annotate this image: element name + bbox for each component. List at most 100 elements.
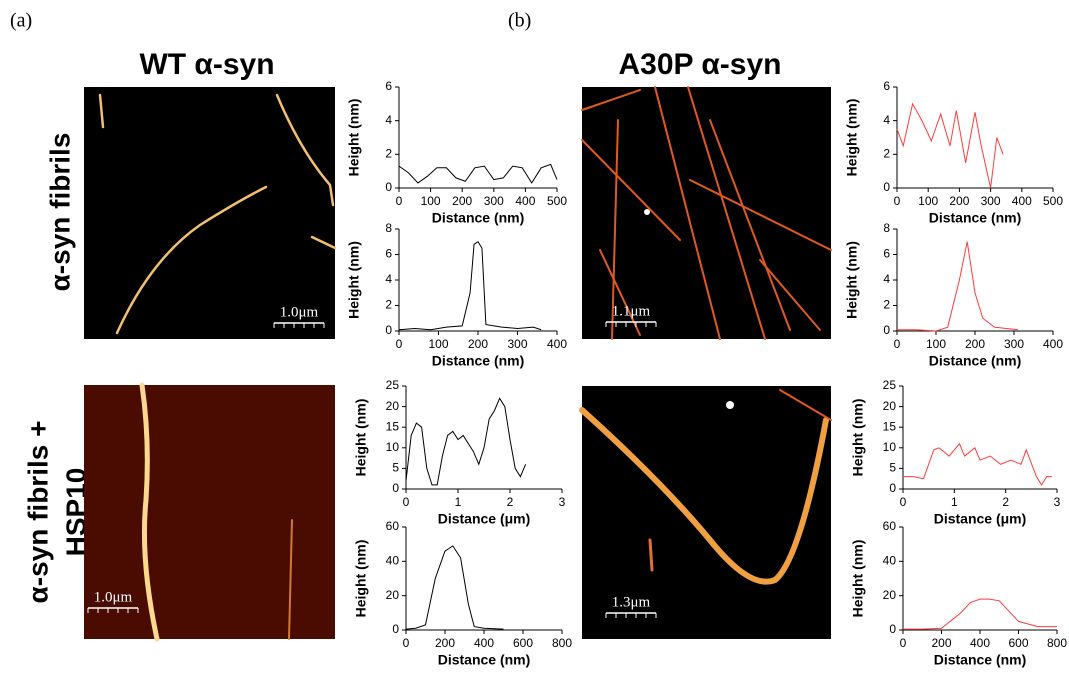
y-tick-label: 4 xyxy=(883,272,890,286)
column-title: WT α-syn xyxy=(139,48,274,81)
x-tick-label: 300 xyxy=(484,194,504,208)
scale-label: 1.0μm xyxy=(280,304,319,320)
x-tick-label: 500 xyxy=(1043,194,1063,208)
y-tick-label: 5 xyxy=(392,461,399,475)
x-tick-label: 100 xyxy=(918,194,938,208)
y-axis-label: Height (nm) xyxy=(353,540,369,618)
x-tick-label: 200 xyxy=(468,337,488,351)
x-tick-label: 0 xyxy=(900,636,907,650)
x-tick-label: 200 xyxy=(931,636,951,650)
x-tick-label: 0 xyxy=(900,495,907,509)
y-tick-label: 15 xyxy=(386,419,400,433)
y-tick-label: 8 xyxy=(385,221,392,235)
x-tick-label: 0 xyxy=(894,337,901,351)
y-tick-label: 10 xyxy=(386,440,400,454)
y-tick-label: 25 xyxy=(883,378,897,392)
y-axis-label: Height (nm) xyxy=(850,540,866,618)
y-axis-label: Height (nm) xyxy=(346,241,362,319)
x-tick-label: 200 xyxy=(452,194,472,208)
y-tick-label: 0 xyxy=(889,481,896,495)
x-tick-label: 600 xyxy=(513,636,533,650)
x-tick-label: 0 xyxy=(403,636,410,650)
y-tick-label: 0 xyxy=(392,481,399,495)
data-line xyxy=(896,102,1004,189)
y-tick-label: 20 xyxy=(883,399,897,413)
x-tick-label: 0 xyxy=(396,194,403,208)
afm-image xyxy=(581,86,832,340)
scale-label: 1.1μm xyxy=(612,303,651,319)
y-tick-label: 0 xyxy=(883,323,890,337)
y-tick-label: 2 xyxy=(883,298,890,312)
data-line xyxy=(398,163,558,184)
x-tick-label: 0 xyxy=(396,337,403,351)
afm-image xyxy=(84,87,337,339)
data-line xyxy=(903,598,1057,630)
x-tick-label: 3 xyxy=(559,495,566,509)
x-tick-label: 2 xyxy=(507,495,514,509)
y-tick-label: 4 xyxy=(385,113,392,127)
y-tick-label: 20 xyxy=(386,399,400,413)
y-tick-label: 0 xyxy=(883,180,890,194)
panel-label: (a) xyxy=(10,10,32,32)
x-tick-label: 800 xyxy=(552,636,572,650)
y-tick-label: 0 xyxy=(889,622,896,636)
y-tick-label: 60 xyxy=(386,519,400,533)
x-tick-label: 0 xyxy=(894,194,901,208)
x-tick-label: 300 xyxy=(507,337,527,351)
y-tick-label: 4 xyxy=(385,272,392,286)
x-tick-label: 100 xyxy=(926,337,946,351)
y-tick-label: 6 xyxy=(883,79,890,93)
panel-label: (b) xyxy=(508,10,531,32)
y-axis-label: Height (nm) xyxy=(353,399,369,477)
y-tick-label: 8 xyxy=(883,221,890,235)
x-tick-label: 200 xyxy=(965,337,985,351)
x-axis-label: Distance (nm) xyxy=(438,652,531,668)
afm-image xyxy=(579,386,832,639)
y-tick-label: 4 xyxy=(883,113,890,127)
row-label: α-syn fibrils xyxy=(44,133,75,292)
y-axis-label: Height (nm) xyxy=(850,399,866,477)
y-tick-label: 2 xyxy=(385,298,392,312)
y-tick-label: 2 xyxy=(385,147,392,161)
x-tick-label: 0 xyxy=(403,495,410,509)
scale-label: 1.3μm xyxy=(612,594,651,610)
y-tick-label: 10 xyxy=(883,440,897,454)
y-tick-label: 6 xyxy=(385,79,392,93)
x-tick-label: 400 xyxy=(474,636,494,650)
y-tick-label: 5 xyxy=(889,461,896,475)
x-tick-label: 800 xyxy=(1047,636,1067,650)
x-tick-label: 300 xyxy=(981,194,1001,208)
row-label: α-syn fibrils + xyxy=(22,421,53,604)
x-tick-label: 1 xyxy=(455,495,462,509)
column-title: A30P α-syn xyxy=(619,48,782,81)
y-axis-label: Height (nm) xyxy=(844,241,860,319)
y-tick-label: 40 xyxy=(883,554,897,568)
x-axis-label: Distance (nm) xyxy=(934,652,1027,668)
x-tick-label: 400 xyxy=(970,636,990,650)
y-tick-label: 20 xyxy=(386,588,400,602)
y-tick-label: 25 xyxy=(386,378,400,392)
y-tick-label: 0 xyxy=(385,180,392,194)
y-tick-label: 60 xyxy=(883,519,897,533)
x-tick-label: 400 xyxy=(1043,337,1063,351)
x-tick-label: 3 xyxy=(1054,495,1061,509)
y-tick-label: 0 xyxy=(392,622,399,636)
x-tick-label: 500 xyxy=(547,194,567,208)
data-line xyxy=(405,545,504,630)
data-line xyxy=(405,397,527,486)
x-axis-label: Distance (nm) xyxy=(432,353,525,369)
x-tick-label: 400 xyxy=(1012,194,1032,208)
x-axis-label: Distance (μm) xyxy=(934,511,1027,527)
y-axis-label: Height (nm) xyxy=(844,99,860,177)
x-tick-label: 400 xyxy=(547,337,567,351)
data-line xyxy=(897,241,1018,332)
scale-label: 1.0μm xyxy=(94,589,133,605)
x-tick-label: 100 xyxy=(421,194,441,208)
x-tick-label: 200 xyxy=(949,194,969,208)
x-axis-label: Distance (nm) xyxy=(432,210,525,226)
x-tick-label: 100 xyxy=(428,337,448,351)
y-tick-label: 15 xyxy=(883,419,897,433)
data-line xyxy=(903,442,1052,486)
afm-image xyxy=(84,382,335,642)
